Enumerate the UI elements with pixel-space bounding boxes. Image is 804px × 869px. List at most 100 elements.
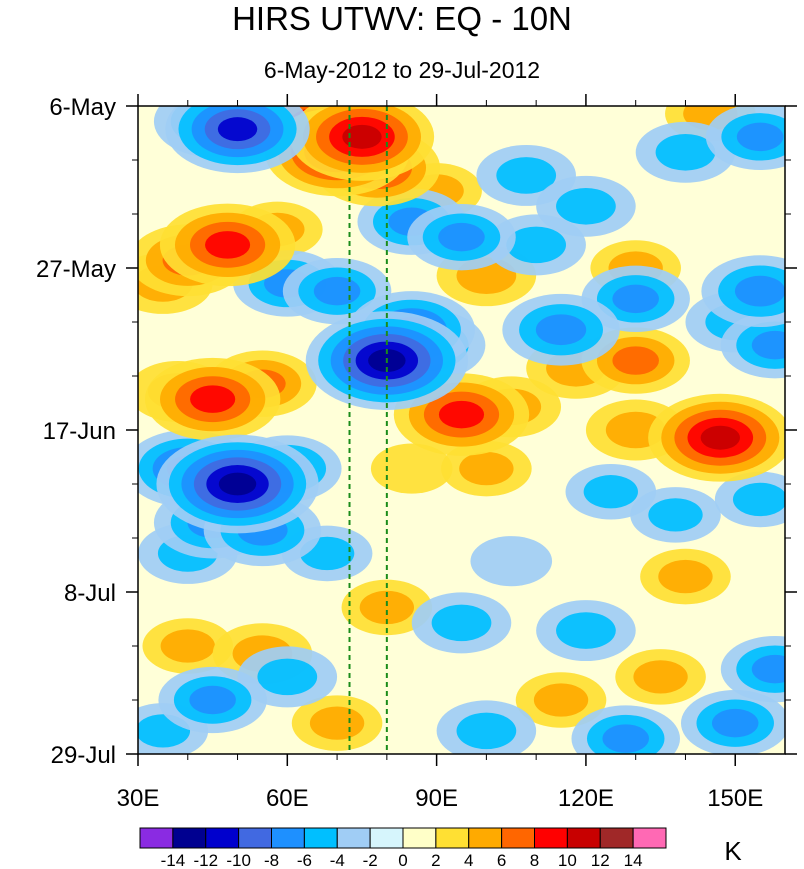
anomaly-feature	[640, 548, 731, 605]
anomaly-feature	[393, 373, 530, 456]
anomaly-feature	[165, 106, 310, 174]
anomaly-feature	[502, 293, 620, 366]
anomaly-contour	[736, 122, 784, 152]
colorbar-label: 2	[431, 851, 440, 869]
anomaly-feature	[536, 600, 636, 662]
colorbar-label: -8	[264, 851, 279, 869]
anomaly-contour	[506, 226, 567, 264]
anomaly-feature	[291, 695, 383, 751]
anomaly-contour	[700, 425, 740, 450]
anomaly-contour	[459, 451, 514, 486]
anomaly-feature	[630, 487, 721, 543]
colorbar-label: -14	[161, 851, 186, 869]
anomaly-feature	[159, 203, 296, 287]
anomaly-contour	[751, 654, 785, 684]
anomaly-feature	[680, 689, 785, 754]
colorbar-swatch	[468, 827, 503, 849]
colorbar-label: 0	[398, 851, 407, 869]
x-tick-label: 60E	[266, 785, 309, 812]
anomaly-feature	[720, 635, 785, 703]
colorbar-label: 10	[558, 851, 577, 869]
colorbar-swatch	[303, 827, 338, 849]
colorbar-swatch	[205, 827, 240, 849]
colorbar-swatch	[566, 827, 601, 849]
y-tick-label: 6-May	[49, 94, 116, 121]
anomaly-feature	[370, 443, 453, 494]
anomaly-contour	[556, 188, 616, 225]
x-tick-label: 120E	[558, 785, 614, 812]
anomaly-feature	[701, 255, 785, 328]
anomaly-contour	[217, 117, 258, 142]
x-tick-label: 30E	[117, 785, 160, 812]
y-tick-label: 17-Jun	[43, 418, 116, 445]
colorbar-label: -2	[363, 851, 378, 869]
colorbar-swatch	[501, 827, 535, 849]
axes: 30E 60E 90E 120E 150E 6-May 27-May 17-Jun 8-Jul 2…	[36, 94, 797, 812]
anomaly-contour	[438, 222, 485, 252]
anomaly-contour	[612, 346, 659, 375]
anomaly-contour	[732, 482, 785, 517]
colorbar-swatch	[238, 827, 272, 849]
colorbar-swatch	[632, 827, 667, 849]
anomaly-feature	[648, 393, 785, 482]
anomaly-feature	[714, 471, 785, 528]
reference-lines	[348, 106, 388, 754]
anomaly-contour	[438, 400, 485, 429]
anomaly-contour	[470, 536, 553, 587]
anomaly-contour	[359, 590, 415, 625]
colorbar-swatch	[139, 827, 174, 849]
anomaly-contour	[602, 724, 649, 753]
anomaly-feature	[720, 311, 785, 379]
contour-field	[138, 106, 785, 754]
anomaly-contour	[648, 498, 703, 532]
colorbar-swatch	[534, 827, 568, 849]
anomaly-contour	[734, 275, 785, 307]
colorbar-label: -10	[226, 851, 251, 869]
anomaly-feature	[436, 700, 537, 754]
colorbar-label: 6	[497, 851, 506, 869]
anomaly-contour	[257, 658, 318, 696]
anomaly-contour	[535, 314, 587, 346]
anomaly-contour	[218, 472, 257, 496]
anomaly-feature	[515, 672, 607, 728]
anomaly-feature	[158, 666, 267, 734]
colorbar-label: 4	[464, 851, 473, 869]
anomaly-contour	[205, 231, 251, 259]
colorbar-swatch	[336, 827, 371, 849]
anomaly-feature	[536, 175, 636, 237]
anomaly-feature	[156, 434, 319, 534]
anomaly-contour	[583, 475, 638, 509]
colorbar-label: 12	[591, 851, 610, 869]
y-tick-label: 29-Jul	[51, 742, 116, 769]
x-tick-label: 150E	[707, 785, 763, 812]
anomaly-contour	[612, 284, 659, 314]
anomaly-contour	[160, 629, 215, 663]
colorbar-swatch	[271, 827, 305, 849]
anomaly-contour	[658, 559, 713, 594]
anomaly-feature	[144, 357, 281, 441]
anomaly-contour	[313, 276, 361, 306]
anomaly-contour	[655, 134, 716, 171]
anomaly-feature	[705, 106, 785, 171]
anomaly-contour	[711, 708, 759, 738]
anomaly-feature	[571, 705, 680, 754]
anomaly-contour	[456, 712, 517, 750]
colorbar-label: -4	[330, 851, 345, 869]
anomaly-feature	[615, 649, 706, 705]
colorbar-unit: K	[724, 836, 742, 866]
y-tick-label: 8-Jul	[64, 580, 116, 607]
colorbar-swatch	[435, 827, 470, 849]
anomaly-contour	[496, 157, 557, 194]
chart-subtitle: 6-May-2012 to 29-Jul-2012	[263, 57, 541, 83]
colorbar-swatch	[369, 827, 404, 849]
anomaly-feature	[341, 579, 433, 636]
anomaly-contour	[431, 604, 492, 642]
chart-title: HIRS UTWV: EQ - 10N	[232, 0, 572, 37]
colorbar-label: -6	[297, 851, 312, 869]
colorbar-swatch	[172, 827, 207, 849]
y-tick-label: 27-May	[36, 256, 116, 283]
anomaly-contour	[751, 330, 785, 360]
anomaly-feature	[407, 203, 516, 271]
anomaly-contour	[342, 124, 382, 149]
anomaly-feature	[411, 592, 512, 654]
